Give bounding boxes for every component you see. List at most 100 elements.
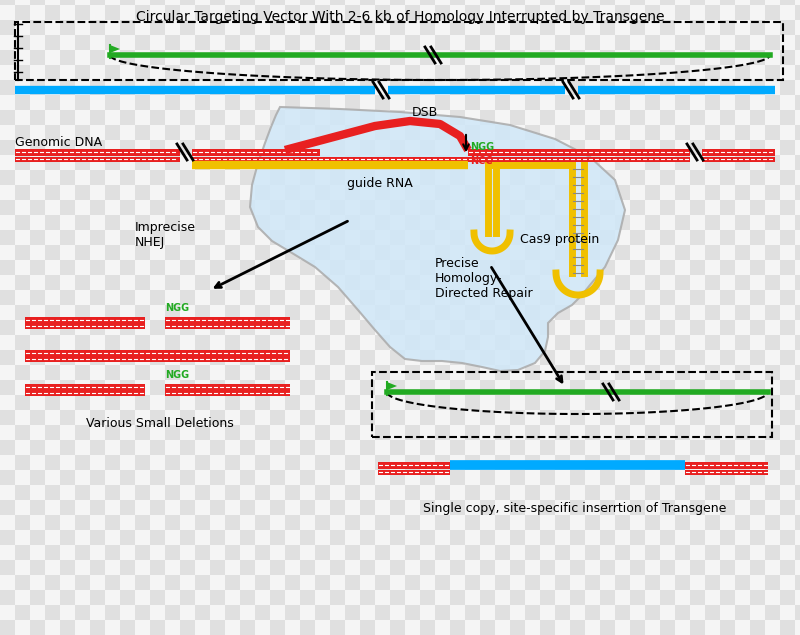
Bar [570, 530, 585, 545]
Bar [0, 50, 15, 65]
Bar [690, 365, 705, 380]
Bar [240, 320, 255, 335]
Bar [150, 335, 165, 350]
Bar [750, 20, 765, 35]
Bar [375, 140, 390, 155]
Bar [420, 560, 435, 575]
Bar [735, 515, 750, 530]
Bar [600, 455, 615, 470]
Bar [450, 530, 465, 545]
Bar [150, 500, 165, 515]
Bar [465, 620, 480, 635]
Bar [510, 230, 525, 245]
Bar [480, 605, 495, 620]
Bar [240, 20, 255, 35]
Bar [75, 110, 90, 125]
Bar [315, 470, 330, 485]
Bar [585, 20, 600, 35]
Bar [135, 125, 150, 140]
Bar [720, 185, 735, 200]
Bar [255, 125, 270, 140]
Bar [30, 20, 45, 35]
Bar [555, 35, 570, 50]
Bar [555, 230, 570, 245]
Bar [720, 65, 735, 80]
Bar [75, 5, 90, 20]
Bar [180, 200, 195, 215]
Bar [285, 425, 300, 440]
Bar [0, 365, 15, 380]
Bar [780, 230, 795, 245]
Bar [480, 110, 495, 125]
Bar [165, 470, 180, 485]
Bar [45, 515, 60, 530]
Bar [330, 305, 345, 320]
Bar [465, 500, 480, 515]
Bar [495, 440, 510, 455]
Bar [420, 530, 435, 545]
Bar [210, 620, 225, 635]
Bar [15, 140, 30, 155]
Bar [210, 305, 225, 320]
Bar [195, 95, 210, 110]
Bar [180, 5, 195, 20]
Bar [540, 605, 555, 620]
Bar [420, 440, 435, 455]
Bar [465, 350, 480, 365]
Bar [390, 485, 405, 500]
Bar [450, 185, 465, 200]
Bar [225, 515, 240, 530]
Bar [510, 215, 525, 230]
Bar [210, 590, 225, 605]
Bar [255, 350, 270, 365]
Bar [270, 260, 285, 275]
Bar [120, 200, 135, 215]
Bar [465, 515, 480, 530]
Bar [645, 455, 660, 470]
Bar [615, 470, 630, 485]
Bar [510, 260, 525, 275]
Bar [750, 200, 765, 215]
Bar [645, 50, 660, 65]
Bar [180, 20, 195, 35]
Bar [495, 545, 510, 560]
Bar [255, 305, 270, 320]
Bar [285, 530, 300, 545]
Bar [75, 410, 90, 425]
Bar [555, 50, 570, 65]
Bar [315, 545, 330, 560]
Bar [705, 380, 720, 395]
Bar [615, 320, 630, 335]
Bar [540, 215, 555, 230]
Bar [795, 620, 800, 635]
Bar [630, 485, 645, 500]
Bar [570, 515, 585, 530]
Bar [570, 335, 585, 350]
Bar [780, 125, 795, 140]
Bar [90, 50, 105, 65]
Bar [315, 500, 330, 515]
Bar [750, 455, 765, 470]
Bar [795, 185, 800, 200]
Bar [300, 200, 315, 215]
Bar [375, 230, 390, 245]
Bar [165, 560, 180, 575]
Bar [435, 305, 450, 320]
Bar [0, 350, 15, 365]
Bar [615, 335, 630, 350]
Bar [45, 185, 60, 200]
Bar [165, 515, 180, 530]
Bar [330, 515, 345, 530]
Bar [480, 200, 495, 215]
Bar [60, 350, 75, 365]
Bar [135, 440, 150, 455]
Bar [360, 440, 375, 455]
Bar [705, 260, 720, 275]
Bar [45, 35, 60, 50]
Bar [150, 575, 165, 590]
Bar [105, 260, 120, 275]
Bar [120, 545, 135, 560]
Bar [468, 149, 690, 156]
Text: Circular Targeting Vector With 2-6 kb of Homology Interrupted by Transgene: Circular Targeting Vector With 2-6 kb of… [136, 10, 664, 24]
Bar [495, 455, 510, 470]
